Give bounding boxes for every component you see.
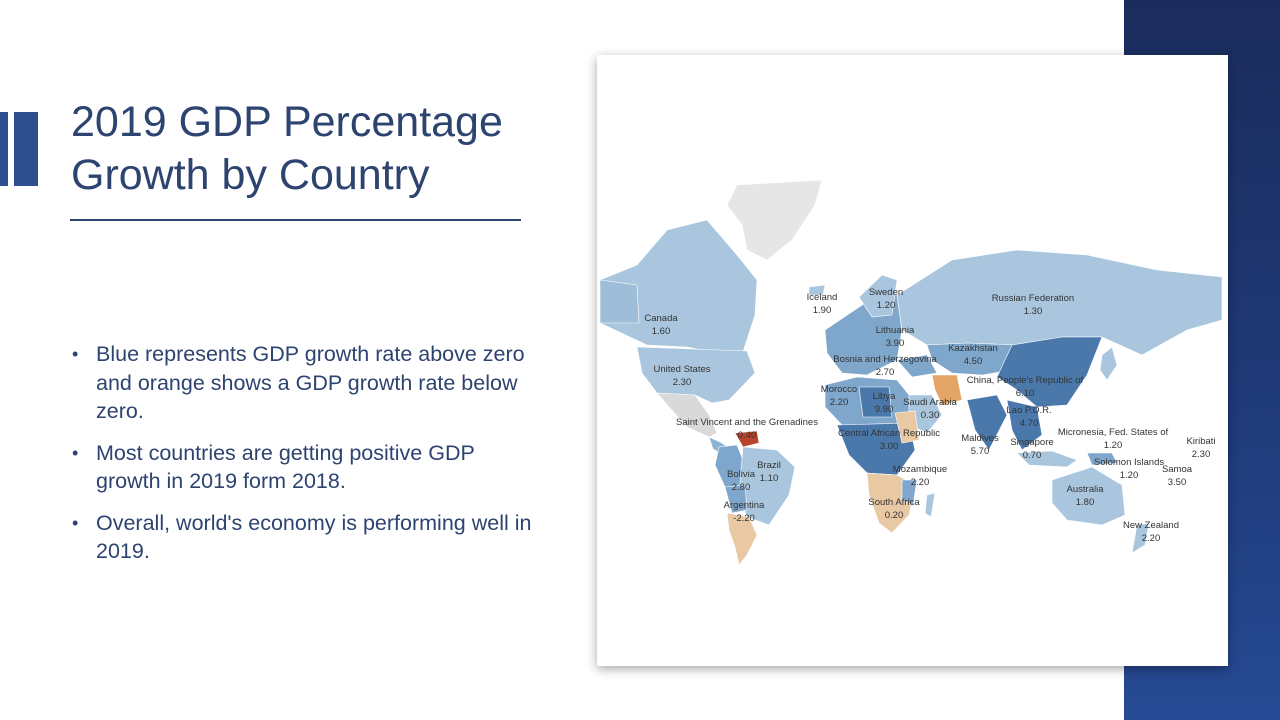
label-central-african-name: Central African Republic <box>838 428 940 439</box>
greenland-region <box>726 179 823 261</box>
label-iceland-value: 1.90 <box>813 305 832 316</box>
label-saint-vincent-name: Saint Vincent and the Grenadines <box>676 417 818 428</box>
label-saudi-arabia-value: 0.30 <box>921 410 940 421</box>
label-iceland-name: Iceland <box>807 292 838 303</box>
label-micronesia-value: 1.20 <box>1104 440 1123 451</box>
label-bolivia-name: Bolivia <box>727 469 756 480</box>
label-samoa-name: Samoa <box>1162 464 1193 475</box>
label-argentina-name: Argentina <box>724 500 765 511</box>
label-australia-name: Australia <box>1067 484 1105 495</box>
label-micronesia-name: Micronesia, Fed. States of <box>1058 427 1169 438</box>
label-china-value: 6.10 <box>1016 388 1035 399</box>
label-south-africa-value: 0.20 <box>885 510 904 521</box>
label-solomon-islands-name: Solomon Islands <box>1094 457 1164 468</box>
label-kazakhstan-value: 4.50 <box>964 356 983 367</box>
label-brazil-name: Brazil <box>757 460 781 471</box>
label-bosnia-name: Bosnia and Herzegovina <box>833 354 937 365</box>
label-canada-name: Canada <box>644 313 678 324</box>
bullet-text: Overall, world's economy is performing w… <box>96 510 532 564</box>
label-russian-federation-value: 1.30 <box>1024 306 1043 317</box>
canada-region <box>599 219 758 356</box>
se-asia-region <box>1006 399 1043 451</box>
label-libya-name: Libya <box>873 391 896 402</box>
slide-title: 2019 GDP Percentage Growth by Country <box>71 96 541 202</box>
label-brazil-value: 1.10 <box>760 473 779 484</box>
label-saint-vincent-value: 0.40 <box>738 430 757 441</box>
label-morocco-name: Morocco <box>821 384 857 395</box>
label-libya-value: 9.90 <box>875 404 894 415</box>
label-sweden-value: 1.20 <box>877 300 896 311</box>
bullet-text: Most countries are getting positive GDP … <box>96 440 475 494</box>
indonesia-region <box>1016 450 1078 468</box>
title-underline <box>70 219 521 221</box>
label-mozambique-value: 2.20 <box>911 477 930 488</box>
label-new-zealand-value: 2.20 <box>1142 533 1161 544</box>
title-accent-bar <box>0 112 40 186</box>
slide-title-line-2: Growth by Country <box>71 151 430 199</box>
bullet-text: Blue represents GDP growth rate above ze… <box>96 342 525 423</box>
label-singapore-value: 0.70 <box>1023 450 1042 461</box>
venezuela-region <box>734 430 760 448</box>
iceland-region <box>808 284 826 296</box>
bullet-dot: • <box>72 512 79 533</box>
label-central-african-value: 3.00 <box>880 441 899 452</box>
kazakhstan-region <box>926 342 1018 376</box>
label-kiribati-name: Kiribati <box>1186 436 1215 447</box>
slide-title-line-1: 2019 GDP Percentage <box>71 98 503 146</box>
japan-region <box>1099 346 1118 381</box>
mozambique-region <box>901 479 918 506</box>
label-kazakhstan-name: Kazakhstan <box>948 343 998 354</box>
new-zealand-region <box>1131 522 1150 554</box>
china-region <box>996 336 1103 408</box>
australia-region <box>1051 466 1126 526</box>
iran-region <box>931 374 963 406</box>
label-united-states-value: 2.30 <box>673 377 692 388</box>
label-lithuania-name: Lithuania <box>876 325 915 336</box>
label-saudi-arabia-name: Saudi Arabia <box>903 397 958 408</box>
label-lao-name: Lao P.D.R. <box>1006 405 1051 416</box>
label-argentina-value: -2.20 <box>733 513 755 524</box>
argentina-region <box>726 512 758 566</box>
world-map-card: Canada 1.60 United States 2.30 Iceland 1… <box>597 55 1228 666</box>
label-morocco-value: 2.20 <box>830 397 849 408</box>
turkey-region <box>896 354 938 378</box>
bullet-list: • Blue represents GDP growth rate above z… <box>70 340 540 579</box>
papua-region <box>1086 452 1118 466</box>
label-canada-value: 1.60 <box>652 326 671 337</box>
label-bolivia-value: 2.80 <box>732 482 751 493</box>
alaska-region <box>599 279 640 324</box>
bullet-item: • Most countries are getting positive GDP… <box>70 439 540 496</box>
label-kiribati-value: 2.30 <box>1192 449 1211 460</box>
bolivia-region <box>724 484 748 514</box>
label-mozambique-name: Mozambique <box>893 464 947 475</box>
sudan-region <box>894 410 920 444</box>
label-sweden-name: Sweden <box>869 287 903 298</box>
label-maldives-value: 5.70 <box>971 446 990 457</box>
label-lithuania-value: 3.90 <box>886 338 905 349</box>
bullet-item: • Blue represents GDP growth rate above z… <box>70 340 540 426</box>
label-lao-value: 4.70 <box>1020 418 1039 429</box>
label-south-africa-name: South Africa <box>868 497 920 508</box>
united-states-region <box>636 346 756 404</box>
label-samoa-value: 3.50 <box>1168 477 1187 488</box>
label-new-zealand-name: New Zealand <box>1123 520 1179 531</box>
mexico-region <box>656 392 718 438</box>
india-region <box>966 394 1008 451</box>
label-china-name: China, People's Republic of <box>967 375 1084 386</box>
label-russian-federation-name: Russian Federation <box>992 293 1074 304</box>
world-choropleth-map: Canada 1.60 United States 2.30 Iceland 1… <box>599 179 1223 566</box>
label-bosnia-value: 2.70 <box>876 367 895 378</box>
label-maldives-name: Maldives <box>961 433 999 444</box>
label-singapore-name: Singapore <box>1010 437 1053 448</box>
madagascar-region <box>924 492 936 518</box>
bullet-item: • Overall, world's economy is performing … <box>70 509 540 566</box>
libya-region <box>858 386 893 418</box>
scandinavia-region <box>858 274 898 318</box>
label-united-states-name: United States <box>653 364 710 375</box>
label-australia-value: 1.80 <box>1076 497 1095 508</box>
label-solomon-islands-value: 1.20 <box>1120 470 1139 481</box>
bullet-dot: • <box>72 344 79 364</box>
bullet-dot: • <box>72 442 79 463</box>
